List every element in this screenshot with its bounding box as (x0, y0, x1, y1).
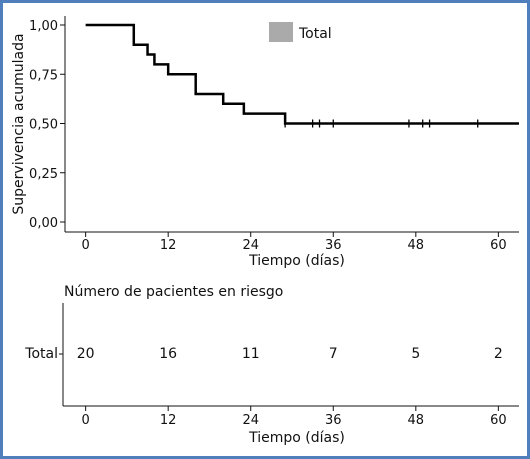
risk-value: 7 (329, 346, 338, 362)
y-tick-label: 0,75 (29, 68, 58, 83)
y-tick-label: 1,00 (29, 19, 58, 34)
risk-value: 20 (77, 346, 95, 362)
y-tick-label: 0,00 (29, 216, 58, 231)
risk-x-axis-ticks: 0 12 24 36 48 60 (81, 406, 507, 428)
x-tick-label: 0 (81, 238, 89, 253)
risk-x-tick-label: 12 (160, 413, 177, 428)
censor-marks (284, 119, 479, 128)
x-axis-ticks: 0 12 24 36 48 60 (81, 232, 507, 253)
risk-values: 20 16 11 7 5 2 (77, 346, 503, 362)
risk-x-tick-label: 48 (408, 413, 425, 428)
x-tick-label: 48 (408, 238, 425, 253)
survival-plot: 0,00 0,25 0,50 0,75 1,00 0 12 24 36 48 60 Supervi… (11, 16, 519, 269)
x-axis-label: Tiempo (días) (248, 253, 345, 269)
risk-table: Número de pacientes en riesgo Total 20 16… (24, 284, 519, 446)
risk-x-tick-label: 0 (81, 413, 89, 428)
y-tick-label: 0,50 (29, 118, 58, 133)
x-tick-label: 60 (490, 238, 507, 253)
legend-label: Total (298, 26, 332, 42)
risk-value: 16 (159, 346, 177, 362)
survival-curve (85, 23, 519, 125)
risk-x-tick-label: 24 (242, 413, 259, 428)
y-tick-label: 0,25 (29, 167, 58, 182)
risk-x-axis-label: Tiempo (días) (248, 430, 345, 446)
risk-value: 5 (411, 346, 420, 362)
legend-swatch (269, 22, 293, 42)
y-axis-ticks: 0,00 0,25 0,50 0,75 1,00 (29, 19, 65, 231)
x-tick-label: 24 (242, 238, 259, 253)
risk-value: 11 (242, 346, 260, 362)
risk-row-label: Total (24, 346, 58, 362)
risk-x-tick-label: 36 (325, 413, 342, 428)
risk-value: 2 (494, 346, 503, 362)
risk-x-tick-label: 60 (490, 413, 507, 428)
x-tick-label: 12 (160, 238, 177, 253)
risk-table-title: Número de pacientes en riesgo (64, 284, 283, 300)
y-axis-label: Supervivencia acumulada (11, 33, 27, 214)
x-tick-label: 36 (325, 238, 342, 253)
